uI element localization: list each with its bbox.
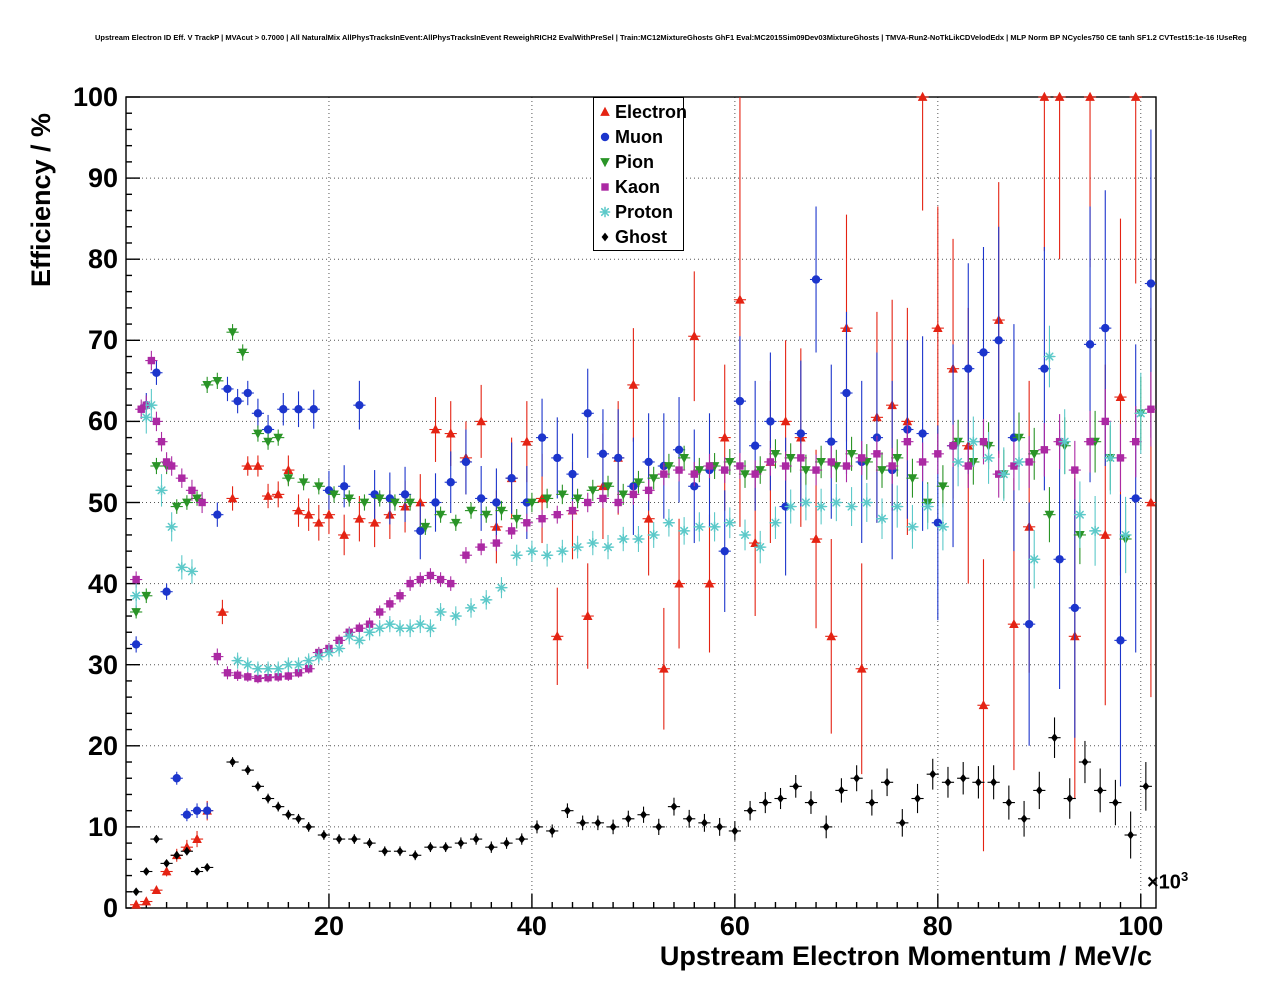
y-tick-label: 10	[87, 811, 118, 842]
legend-label: Muon	[615, 126, 663, 147]
star-icon	[599, 206, 611, 217]
y-tick-label: 50	[87, 487, 118, 518]
y-tick-label: 90	[87, 163, 118, 194]
x-exponent-power: 3	[1180, 869, 1189, 884]
plot-title: Upstream Electron ID Eff. V TrackP | MVA…	[95, 33, 1247, 42]
y-tick-label: 60	[87, 406, 118, 437]
diamond-icon	[601, 232, 609, 241]
legend-label: Ghost	[615, 226, 667, 247]
x-tick-label: 40	[516, 911, 547, 941]
legend-item-electron: Electron	[594, 99, 687, 124]
x-axis-exponent: ×103	[1147, 869, 1188, 895]
legend-item-proton: Proton	[594, 199, 683, 224]
y-tick-label: 0	[102, 893, 118, 923]
legend-item-pion: Pion	[594, 149, 683, 174]
x-tick-label: 100	[1118, 911, 1164, 941]
series-muon	[130, 129, 1156, 822]
series-kaon	[130, 350, 1156, 684]
legend-item-ghost: Ghost	[594, 224, 683, 249]
legend-label: Proton	[615, 201, 673, 222]
square-icon	[601, 182, 609, 191]
legend-label: Pion	[615, 151, 654, 172]
x-exponent-base: ×10	[1147, 871, 1181, 894]
x-tick-label: 60	[719, 911, 750, 941]
legend-box: Electron Muon Pion Kaon Proton Ghost	[593, 97, 687, 251]
y-tick-label: 20	[87, 730, 118, 761]
triangle-up-icon	[600, 106, 610, 116]
circle-icon	[600, 132, 610, 141]
triangle-down-icon	[600, 157, 610, 167]
y-tick-label: 100	[72, 82, 118, 112]
series-ghost	[130, 717, 1152, 897]
series-pion	[130, 324, 1147, 619]
y-tick-label: 40	[87, 568, 118, 599]
legend-label: Electron	[615, 101, 688, 122]
legend-label: Kaon	[615, 176, 660, 197]
x-tick-label: 20	[313, 911, 344, 941]
legend-item-kaon: Kaon	[594, 174, 683, 199]
x-axis-label: Upstream Electron Momentum / MeV/c	[659, 941, 1152, 971]
x-tick-label: 80	[922, 911, 953, 941]
y-tick-label: 70	[87, 325, 118, 356]
y-tick-label: 30	[87, 649, 118, 680]
series-proton	[130, 325, 1147, 677]
y-tick-label: 80	[87, 244, 118, 275]
legend-item-muon: Muon	[594, 124, 683, 149]
